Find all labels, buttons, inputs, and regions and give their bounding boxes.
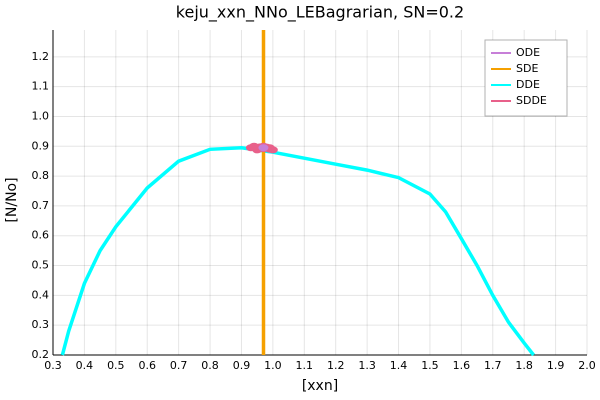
x-tick-label: 1.9 — [547, 359, 565, 372]
series-point — [258, 144, 269, 152]
y-tick-label: 0.4 — [32, 288, 50, 301]
chart-title: keju_xxn_NNo_LEBagrarian, SN=0.2 — [176, 3, 464, 23]
x-tick-label: 1.2 — [327, 359, 345, 372]
y-tick-label: 1.0 — [32, 109, 50, 122]
x-tick-label: 0.8 — [201, 359, 219, 372]
x-tick-label: 0.6 — [138, 359, 156, 372]
y-tick-label: 0.6 — [32, 229, 50, 242]
x-tick-label: 0.7 — [170, 359, 188, 372]
legend-label: SDDE — [516, 94, 547, 107]
y-tick-label: 0.7 — [32, 199, 50, 212]
x-tick-label: 0.4 — [76, 359, 94, 372]
x-tick-label: 1.1 — [296, 359, 314, 372]
legend-label: DDE — [516, 78, 540, 91]
x-tick-label: 0.9 — [233, 359, 251, 372]
y-tick-label: 0.3 — [32, 318, 50, 331]
x-tick-label: 1.3 — [358, 359, 376, 372]
x-tick-label: 1.0 — [264, 359, 282, 372]
x-tick-label: 0.3 — [44, 359, 62, 372]
legend-label: SDE — [516, 62, 538, 75]
y-tick-label: 0.5 — [32, 259, 50, 272]
x-axis-label: [xxn] — [302, 378, 338, 394]
x-tick-label: 2.0 — [578, 359, 596, 372]
y-tick-label: 1.1 — [32, 80, 50, 93]
x-tick-label: 1.7 — [484, 359, 502, 372]
x-tick-label: 1.6 — [453, 359, 471, 372]
legend-label: ODE — [516, 46, 540, 59]
x-tick-label: 1.4 — [390, 359, 408, 372]
y-tick-label: 1.2 — [32, 50, 50, 63]
y-axis-label: [N/No] — [4, 177, 20, 222]
y-tick-label: 0.2 — [32, 348, 50, 361]
y-tick-label: 0.8 — [32, 169, 50, 182]
x-tick-label: 1.8 — [515, 359, 533, 372]
x-tick-label: 0.5 — [107, 359, 125, 372]
x-tick-label: 1.5 — [421, 359, 439, 372]
series-line — [60, 146, 535, 357]
y-tick-label: 0.9 — [32, 139, 50, 152]
